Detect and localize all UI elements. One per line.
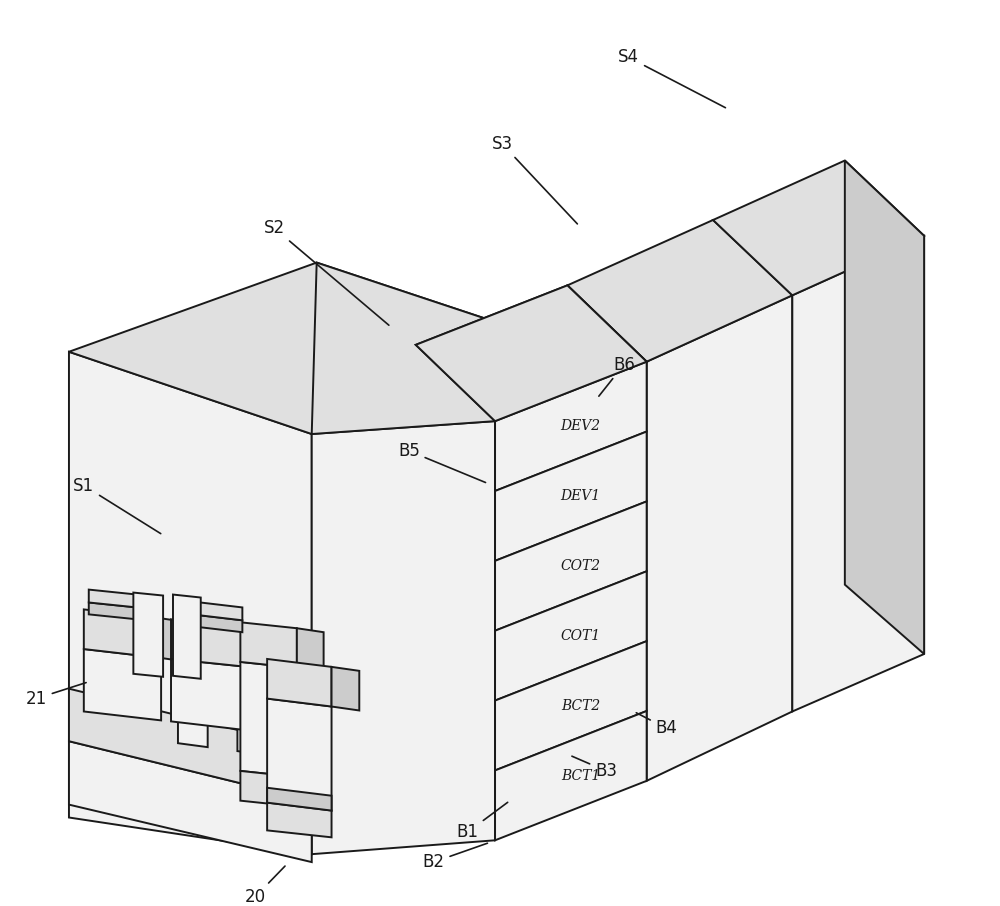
Polygon shape xyxy=(171,620,247,667)
Text: COT1: COT1 xyxy=(561,629,601,643)
Polygon shape xyxy=(240,771,297,806)
Polygon shape xyxy=(247,627,274,670)
Text: BCT1: BCT1 xyxy=(561,768,600,783)
Polygon shape xyxy=(237,662,267,755)
Text: S2: S2 xyxy=(264,219,389,325)
Text: COT2: COT2 xyxy=(561,559,601,573)
Polygon shape xyxy=(267,699,332,811)
Polygon shape xyxy=(267,659,332,707)
Polygon shape xyxy=(89,590,156,610)
Polygon shape xyxy=(312,421,495,854)
Polygon shape xyxy=(495,641,647,770)
Text: B4: B4 xyxy=(636,713,677,737)
Polygon shape xyxy=(175,600,242,621)
Polygon shape xyxy=(69,263,564,434)
Polygon shape xyxy=(89,602,156,622)
Text: BCT2: BCT2 xyxy=(561,699,600,713)
Polygon shape xyxy=(647,295,792,781)
Polygon shape xyxy=(267,803,332,837)
Polygon shape xyxy=(84,649,161,720)
Polygon shape xyxy=(792,236,924,711)
Text: 21: 21 xyxy=(26,682,86,708)
Polygon shape xyxy=(495,361,647,491)
Polygon shape xyxy=(175,612,242,632)
Polygon shape xyxy=(171,659,247,730)
Text: DEV2: DEV2 xyxy=(561,419,601,433)
Polygon shape xyxy=(495,501,647,631)
Text: S4: S4 xyxy=(618,49,725,108)
Text: B3: B3 xyxy=(572,757,617,780)
Polygon shape xyxy=(69,352,312,854)
Polygon shape xyxy=(495,711,647,840)
Polygon shape xyxy=(84,610,161,658)
Polygon shape xyxy=(332,667,359,710)
Text: B1: B1 xyxy=(456,803,508,842)
Polygon shape xyxy=(69,689,312,801)
Polygon shape xyxy=(161,618,188,662)
Polygon shape xyxy=(845,160,924,654)
Polygon shape xyxy=(495,431,647,561)
Polygon shape xyxy=(713,160,924,295)
Polygon shape xyxy=(416,285,647,421)
Text: DEV1: DEV1 xyxy=(561,489,601,503)
Text: S3: S3 xyxy=(491,135,577,224)
Polygon shape xyxy=(416,285,647,421)
Polygon shape xyxy=(240,622,297,668)
Polygon shape xyxy=(173,594,201,679)
Polygon shape xyxy=(240,662,297,776)
Polygon shape xyxy=(133,593,163,677)
Polygon shape xyxy=(495,572,647,700)
Text: B5: B5 xyxy=(398,442,486,483)
Polygon shape xyxy=(567,220,792,361)
Text: 20: 20 xyxy=(245,866,285,906)
Polygon shape xyxy=(297,628,324,672)
Polygon shape xyxy=(178,656,208,747)
Text: B2: B2 xyxy=(423,843,487,871)
Text: B6: B6 xyxy=(599,356,635,396)
Polygon shape xyxy=(267,788,332,811)
Polygon shape xyxy=(312,263,564,434)
Text: S1: S1 xyxy=(73,477,161,534)
Polygon shape xyxy=(69,741,312,863)
